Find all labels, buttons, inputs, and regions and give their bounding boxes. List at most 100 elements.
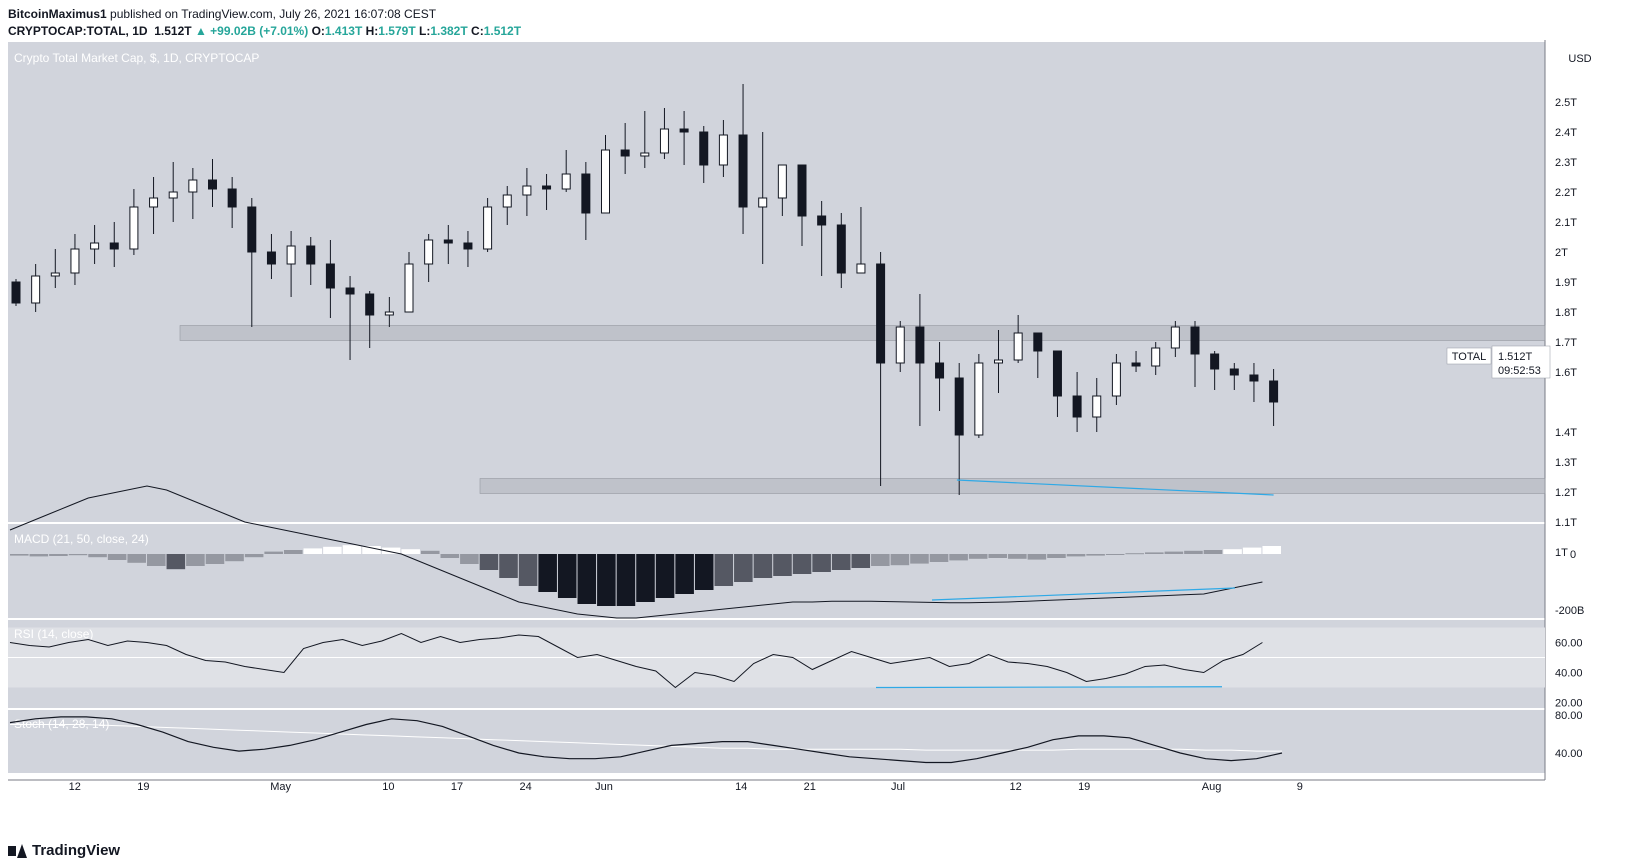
macd-bar <box>988 554 1008 558</box>
macd-bar <box>1066 554 1086 557</box>
macd-bar <box>323 546 342 554</box>
macd-bar <box>773 554 792 576</box>
macd-bar <box>694 554 714 590</box>
candle-body <box>1190 326 1200 355</box>
candle-body <box>247 206 257 253</box>
y-tick-label: 2.4T <box>1555 127 1577 139</box>
macd-bar <box>910 554 929 564</box>
x-tick-label: May <box>270 781 291 793</box>
y-tick-label: 1T <box>1555 547 1568 559</box>
y-tick-label: 2.5T <box>1555 97 1577 109</box>
macd-bar <box>1105 554 1125 555</box>
macd-bar <box>1184 550 1203 554</box>
macd-bar <box>29 554 49 557</box>
candle-body <box>561 173 571 190</box>
candle-body <box>1210 353 1220 370</box>
x-tick-label: 14 <box>735 781 747 793</box>
rsi-tick: 20.00 <box>1555 698 1583 710</box>
candle-body <box>424 239 434 265</box>
candle-body <box>443 239 453 244</box>
candle-body <box>1229 368 1239 376</box>
candle-body <box>1269 380 1279 403</box>
pane-main <box>8 42 1545 522</box>
unit-label: USD <box>1568 53 1591 65</box>
macd-bar <box>127 554 146 563</box>
author-name[interactable]: BitcoinMaximus1 <box>8 7 107 21</box>
close-value: 1.512T <box>483 24 522 38</box>
macd-tick-1: -200B <box>1555 605 1584 617</box>
y-tick-label: 2.3T <box>1555 157 1577 169</box>
candle-body <box>1111 362 1121 397</box>
low-value: 1.382T <box>430 24 468 38</box>
chart-canvas[interactable]: Crypto Total Market Cap, $, 1D, CRYPTOCA… <box>0 40 1627 840</box>
macd-bar <box>968 554 988 559</box>
candle-body <box>581 173 591 214</box>
last-price: 1.512T <box>154 24 192 38</box>
x-tick-label: 12 <box>69 781 81 793</box>
candle-body <box>168 191 178 199</box>
candle-body <box>1170 326 1180 349</box>
x-tick-label: 19 <box>137 781 149 793</box>
candle-body <box>188 179 198 193</box>
candle-body <box>836 224 846 274</box>
candle-body <box>50 272 60 277</box>
macd-bar <box>871 554 890 566</box>
last-value: 1.512T <box>1498 351 1533 363</box>
candle-body <box>149 197 159 208</box>
macd-trendline <box>931 587 1236 601</box>
y-tick-label: 1.2T <box>1555 487 1577 499</box>
open-label: O: <box>311 24 325 38</box>
tradingview-logo[interactable]: TradingView <box>8 842 120 859</box>
candle-body <box>738 134 748 208</box>
stoch-tick: 80.00 <box>1555 710 1583 722</box>
candle-body <box>1092 395 1102 418</box>
macd-bar <box>557 554 577 598</box>
y-tick-label: 1.1T <box>1555 517 1577 529</box>
macd-bar <box>499 554 518 578</box>
candle-body <box>404 263 414 313</box>
last-label: TOTAL <box>1452 351 1486 363</box>
macd-bar <box>1203 550 1223 554</box>
rsi-label: RSI (14, close) <box>14 627 93 641</box>
x-tick-label: Aug <box>1202 781 1222 793</box>
macd-bar <box>929 554 949 562</box>
x-tick-label: 17 <box>451 781 463 793</box>
macd-bar <box>675 554 694 594</box>
candle-body <box>31 275 41 304</box>
macd-bar <box>949 554 968 561</box>
macd-bar <box>420 550 440 554</box>
macd-label: MACD (21, 50, close, 24) <box>14 532 149 546</box>
y-tick-label: 2.2T <box>1555 187 1577 199</box>
macd-bar <box>107 554 127 560</box>
symbol-label[interactable]: CRYPTOCAP:TOTAL, 1D <box>8 24 148 38</box>
macd-bar <box>88 554 107 558</box>
candle-body <box>266 251 276 265</box>
macd-bar <box>479 554 499 570</box>
macd-bar <box>205 554 225 564</box>
candle-body <box>994 359 1003 364</box>
macd-bar <box>283 550 303 554</box>
candle-body <box>109 242 119 250</box>
candle-body <box>522 185 532 196</box>
macd-bar <box>851 554 871 568</box>
high-value: 1.579T <box>378 24 416 38</box>
low-label: L: <box>419 24 431 38</box>
candle-body <box>208 179 217 190</box>
candle-body <box>11 281 21 304</box>
open-value: 1.413T <box>324 24 363 38</box>
macd-bar <box>401 549 420 554</box>
stoch-k-line <box>9 716 1283 764</box>
y-tick-label: 1.3T <box>1555 457 1577 469</box>
candle-body <box>601 149 610 214</box>
pane-stoch <box>8 710 1545 773</box>
stoch-d-line <box>10 724 1282 752</box>
macd-bar <box>655 554 675 598</box>
macd-bar <box>342 545 362 554</box>
candle-body <box>365 293 375 316</box>
candle-body <box>699 131 709 166</box>
macd-bar <box>225 554 244 562</box>
x-tick-label: 24 <box>519 781 531 793</box>
x-tick-label: 10 <box>382 781 394 793</box>
rsi-line <box>9 632 1263 689</box>
candle-body <box>915 326 925 364</box>
